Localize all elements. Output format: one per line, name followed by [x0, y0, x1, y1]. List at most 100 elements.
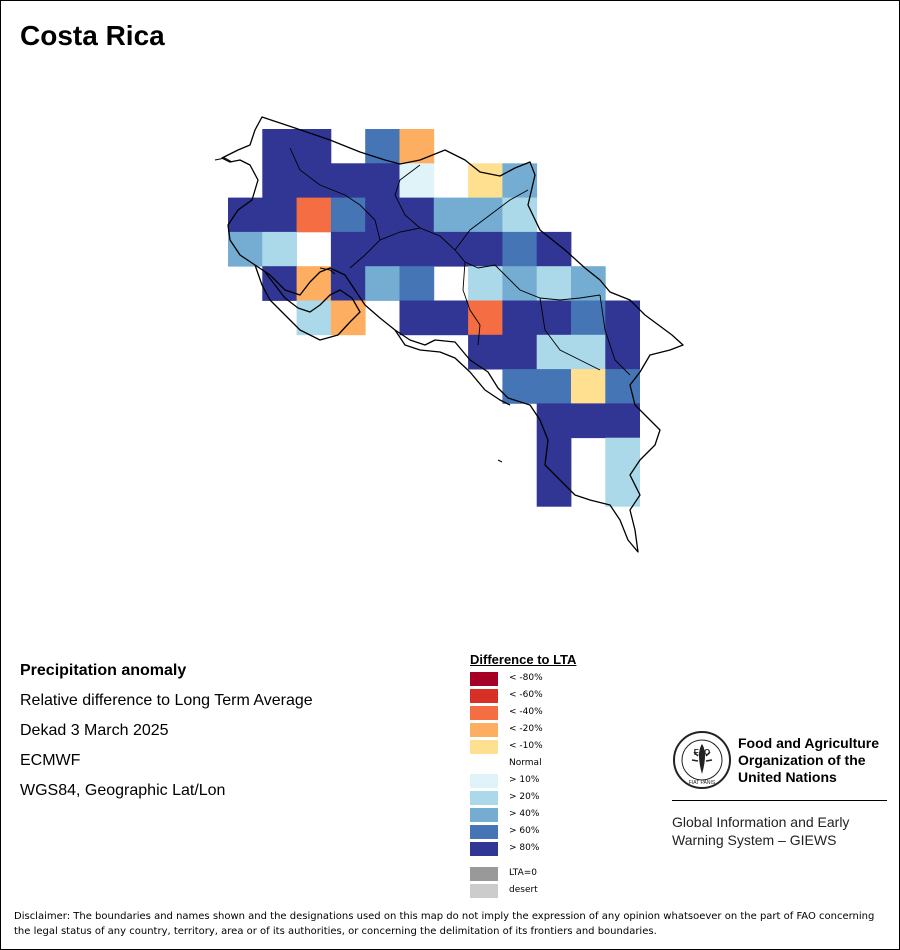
grid-cell — [468, 266, 503, 301]
grid-cell — [433, 197, 469, 233]
grid-cell — [365, 163, 400, 198]
legend-label: > 60% — [509, 826, 540, 836]
grid-cell — [536, 231, 572, 267]
grid-cell — [365, 129, 400, 164]
legend-extra-items: LTA=0 desert — [470, 866, 576, 900]
fao-logo-text: FAO — [694, 748, 710, 757]
grid-cell — [605, 403, 640, 439]
legend-swatch — [470, 884, 498, 898]
grid-cell — [571, 369, 606, 404]
grid-cell — [296, 197, 332, 233]
grid-cell — [262, 197, 297, 233]
fao-org-name: Food and Agriculture Organization of the… — [738, 735, 880, 785]
grid-cell — [365, 197, 400, 233]
info-heading: Precipitation anomaly — [20, 662, 187, 679]
grid-cell — [605, 437, 640, 473]
grid-cell — [433, 300, 469, 336]
grid-cell — [330, 163, 366, 198]
grid-cell — [399, 300, 435, 336]
legend-swatch — [470, 723, 498, 737]
grid-cell — [399, 163, 435, 198]
coastline-islands — [214, 157, 503, 463]
legend-swatch — [470, 825, 498, 839]
anomaly-grid — [228, 129, 640, 507]
grid-cell — [365, 266, 400, 301]
grid-cell — [605, 300, 640, 336]
legend-item: < -10% — [470, 739, 576, 756]
legend-swatch — [470, 706, 498, 720]
grid-cell — [399, 266, 435, 301]
legend-item: Normal — [470, 756, 576, 773]
legend-label: < -40% — [509, 707, 543, 717]
grid-cell — [571, 300, 606, 336]
grid-cell — [502, 197, 538, 233]
grid-cell — [536, 437, 572, 473]
legend-item: < -40% — [470, 705, 576, 722]
country-boundary — [221, 116, 684, 553]
grid-cell — [605, 334, 640, 370]
grid-cell — [536, 266, 572, 301]
grid-cell — [296, 266, 332, 301]
grid-cell — [502, 369, 538, 404]
grid-cell — [262, 231, 297, 267]
legend-label: LTA=0 — [509, 868, 537, 878]
grid-cell — [536, 472, 572, 507]
giews-name: Global Information and Early Warning Sys… — [672, 814, 850, 848]
legend-swatch — [470, 842, 498, 856]
grid-cell — [502, 266, 538, 301]
legend-swatch — [470, 808, 498, 822]
grid-cell — [502, 334, 538, 370]
grid-cell — [262, 129, 297, 164]
legend-item: > 80% — [470, 841, 576, 858]
grid-cell — [330, 300, 366, 336]
fao-logo-motto: FIAT PANIS — [689, 780, 716, 786]
legend-label: < -80% — [509, 673, 543, 683]
disclaimer-text: Disclaimer: The boundaries and names sho… — [14, 911, 875, 937]
legend-item: < -80% — [470, 671, 576, 688]
legend-label: > 80% — [509, 843, 540, 853]
grid-cell — [605, 472, 640, 507]
legend-label: > 10% — [509, 775, 540, 785]
legend-items: < -80% < -60% < -40% < -20% < -10% Normal > 10… — [470, 671, 576, 858]
precipitation-anomaly-map — [214, 116, 684, 553]
legend-title: Difference to LTA — [470, 652, 577, 667]
legend-swatch — [470, 791, 498, 805]
legend-label: < -60% — [509, 690, 543, 700]
grid-cell — [468, 197, 503, 233]
grid-cell — [502, 300, 538, 336]
grid-cell — [536, 334, 572, 370]
grid-cell — [330, 197, 366, 233]
legend-label: desert — [509, 885, 538, 895]
divider — [672, 800, 887, 801]
grid-cell — [468, 231, 503, 267]
grid-cell — [296, 300, 332, 336]
grid-cell — [228, 231, 263, 267]
grid-cell — [468, 300, 503, 336]
grid-cell — [468, 334, 503, 370]
legend-item: desert — [470, 883, 576, 900]
grid-cell — [262, 163, 297, 198]
legend-item: < -20% — [470, 722, 576, 739]
legend-label: < -10% — [509, 741, 543, 751]
grid-cell — [502, 231, 538, 267]
grid-cell — [399, 231, 435, 267]
legend-swatch — [470, 740, 498, 754]
legend-item: > 60% — [470, 824, 576, 841]
legend-item: > 20% — [470, 790, 576, 807]
legend-item: > 40% — [470, 807, 576, 824]
legend-swatch — [470, 774, 498, 788]
grid-cell — [228, 197, 263, 233]
legend-swatch — [470, 672, 498, 686]
grid-cell — [468, 163, 503, 198]
legend-swatch — [470, 689, 498, 703]
legend-label: < -20% — [509, 724, 543, 734]
info-projection: WGS84, Geographic Lat/Lon — [20, 782, 226, 799]
grid-cell — [605, 369, 640, 404]
grid-cell — [571, 403, 606, 439]
fao-logo-icon: FAO FIAT PANIS — [673, 731, 731, 789]
legend-swatch — [470, 757, 498, 771]
grid-cell — [536, 369, 572, 404]
legend-swatch — [470, 867, 498, 881]
info-description: Relative difference to Long Term Average — [20, 692, 313, 709]
legend-item: > 10% — [470, 773, 576, 790]
